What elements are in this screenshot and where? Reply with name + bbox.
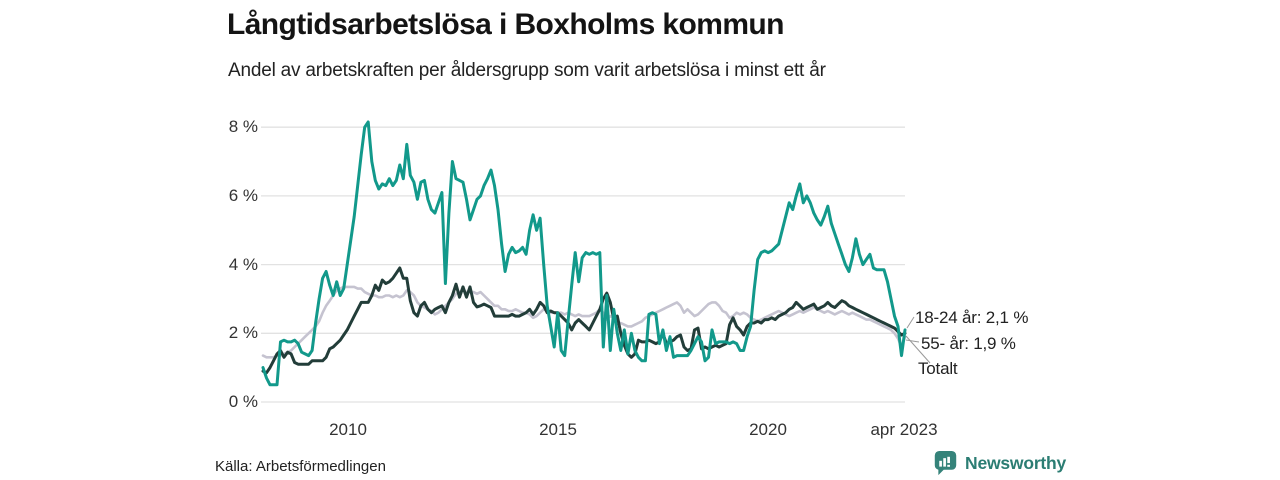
y-axis-tick-2: 2 % bbox=[228, 323, 258, 342]
leader-line-18-24 bbox=[906, 316, 915, 329]
newsworthy-logo: Newsworthy bbox=[933, 450, 1066, 477]
series-label-18-24: 18-24 år: 2,1 % bbox=[915, 308, 1029, 327]
x-axis-tick-2020: 2020 bbox=[749, 420, 787, 439]
x-axis-tick-2010: 2010 bbox=[329, 420, 367, 439]
chart-subtitle: Andel av arbetskraften per åldersgrupp s… bbox=[228, 60, 826, 81]
series-lines bbox=[261, 120, 907, 387]
x-axis-tick-apr-2023: apr 2023 bbox=[870, 420, 938, 439]
series-line-55--ar bbox=[261, 285, 907, 359]
y-axis-tick-6: 6 % bbox=[228, 186, 258, 205]
newsworthy-wordmark: Newsworthy bbox=[965, 453, 1067, 473]
y-axis-tick-0: 0 % bbox=[228, 392, 258, 411]
label-leader-lines bbox=[905, 316, 931, 364]
page-title: Långtidsarbetslösa i Boxholms kommun bbox=[227, 8, 784, 41]
horizontal-gridlines bbox=[261, 126, 905, 403]
series-line-Totalt bbox=[261, 266, 907, 375]
y-axis-tick-8: 8 % bbox=[228, 117, 258, 136]
series-line-18-24-ar bbox=[261, 120, 907, 387]
newsworthy-speech-bubble-bar-chart-icon bbox=[933, 450, 958, 477]
series-label-totalt: Totalt bbox=[918, 359, 958, 378]
x-axis-tick-2015: 2015 bbox=[539, 420, 577, 439]
leader-line-55 bbox=[905, 339, 920, 343]
leader-line-totalt bbox=[905, 335, 931, 364]
source-attribution: Källa: Arbetsförmedlingen bbox=[215, 458, 386, 475]
y-axis-tick-4: 4 % bbox=[228, 255, 258, 274]
series-label-55: 55- år: 1,9 % bbox=[921, 334, 1016, 353]
